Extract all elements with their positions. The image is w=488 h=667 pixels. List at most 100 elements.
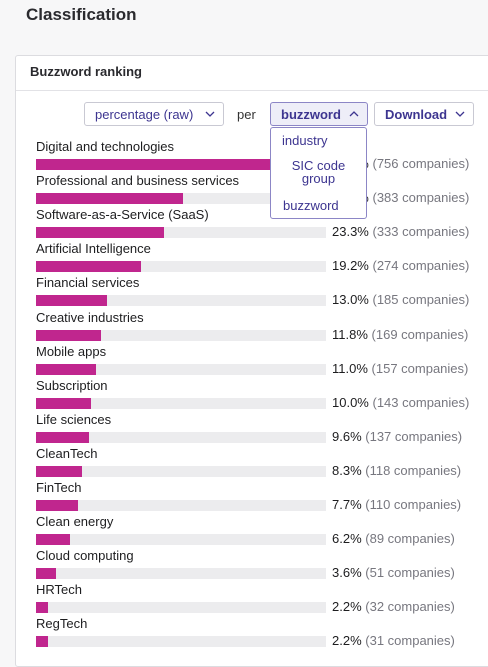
metric-select[interactable]: percentage (raw) [84,102,224,126]
row-label: Clean energy [36,514,114,530]
bar [36,534,70,546]
bar [36,431,89,443]
bar [36,500,79,511]
group-select[interactable]: buzzword [270,102,368,126]
count-label: (31 companies) [365,633,455,649]
bar [36,568,56,580]
count-label: (274 companies) [372,258,470,274]
metric-select-text: percentage (raw) [95,106,194,122]
bar [36,602,49,614]
bar-track [36,363,326,375]
bar [36,329,101,341]
count-label: (143 companies) [372,394,470,410]
bar [36,261,142,273]
value-text: 2.2% (31 companies) [332,633,455,648]
value-text: 11.8% (169 companies) [332,327,468,342]
menu-item[interactable]: buzzword [283,198,339,213]
count-label: (383 companies) [372,190,470,206]
divider [16,90,488,91]
value-text: 7.7% (110 companies) [332,497,461,512]
row-label: Financial services [36,275,140,291]
bar-track [36,568,326,580]
group-select-text: buzzword [281,106,341,122]
row-label: Professional and business services [36,173,240,189]
value-text: 10.0% (143 companies) [332,395,469,410]
count-label: (157 companies) [371,360,469,376]
page: {"header": {"title": "Classification"}, … [15,5,488,667]
row-label: Creative industries [36,309,144,325]
value-text: 2.2% (32 companies) [332,599,455,614]
value-label: 19.2% [332,258,369,274]
bar [36,465,82,477]
bar-track [36,227,326,239]
chevron-down [205,111,215,117]
bar-track [36,500,326,511]
row-label: Digital and technologies [36,139,175,154]
bar-track [36,397,326,409]
value-text: 6.2% (89 companies) [332,531,455,546]
value-label: 2.2% [332,599,362,615]
bar-track [36,602,326,614]
bar [36,295,108,307]
value-text: 23.3% (333 companies) [332,224,469,239]
menu-item[interactable]: industry [282,133,328,148]
value-text: 8.3% (118 companies) [332,463,461,478]
value-text: 9.6% (137 companies) [332,429,462,444]
page-title: Classification [26,5,137,24]
bar-track [36,261,326,273]
row-label: Mobile apps [36,343,107,359]
panel-title: Buzzword ranking [30,64,142,79]
bar [36,193,183,205]
value-text: 13.0% (185 companies) [332,292,469,307]
bar-track [36,534,326,546]
value-label: 11.8% [332,326,368,342]
value-label: 6.2% [332,531,362,547]
chevron-down [455,111,465,117]
row-label: FinTech [36,480,82,495]
count-label: (118 companies) [365,462,462,478]
row-label: HRTech [36,582,83,598]
download-select[interactable]: Download [374,102,474,126]
value-text: 3.6% (51 companies) [332,565,455,580]
dropdown-menu: industry SIC code group buzzword [270,127,367,219]
value-label: 10.0% [332,394,369,410]
row-label: Life sciences [36,411,112,427]
bar [36,397,91,409]
value-text: 11.0% (157 companies) [332,361,468,376]
value-label: 7.7% [332,497,362,512]
count-label: (89 companies) [365,531,455,547]
count-label: (756 companies) [372,156,470,171]
bar-track [36,329,326,341]
value-text: 19.2% (274 companies) [332,258,469,273]
chevron-up [349,111,359,117]
count-label: (169 companies) [371,326,469,342]
row-label: Subscription [36,377,108,393]
bar [36,636,49,648]
menu-item[interactable]: SIC code group [291,158,346,186]
bar-track [36,431,326,443]
row-label: Artificial Intelligence [36,241,151,257]
row-label: CleanTech [36,445,98,461]
bar [36,159,326,170]
count-label: (32 companies) [365,599,455,615]
per-label: per [237,107,256,122]
count-label: (51 companies) [365,565,455,581]
download-select-text: Download [385,106,448,122]
count-label: (333 companies) [372,224,470,240]
value-label: 9.6% [332,428,362,444]
count-label: (110 companies) [365,497,462,512]
bar [36,227,164,239]
value-label: 8.3% [332,462,362,478]
value-label: 11.0% [332,360,368,376]
row-label: Cloud computing [36,548,134,564]
row-label: RegTech [36,616,88,632]
count-label: (137 companies) [365,428,463,444]
value-label: 23.3% [332,224,369,240]
panel [15,55,488,667]
value-label: 3.6% [332,565,362,581]
value-label: 2.2% [332,633,362,649]
row-label: Software-as-a-Service (SaaS) [36,207,209,223]
bar-track [36,636,326,648]
bar-track [36,465,326,477]
bar [36,363,97,375]
